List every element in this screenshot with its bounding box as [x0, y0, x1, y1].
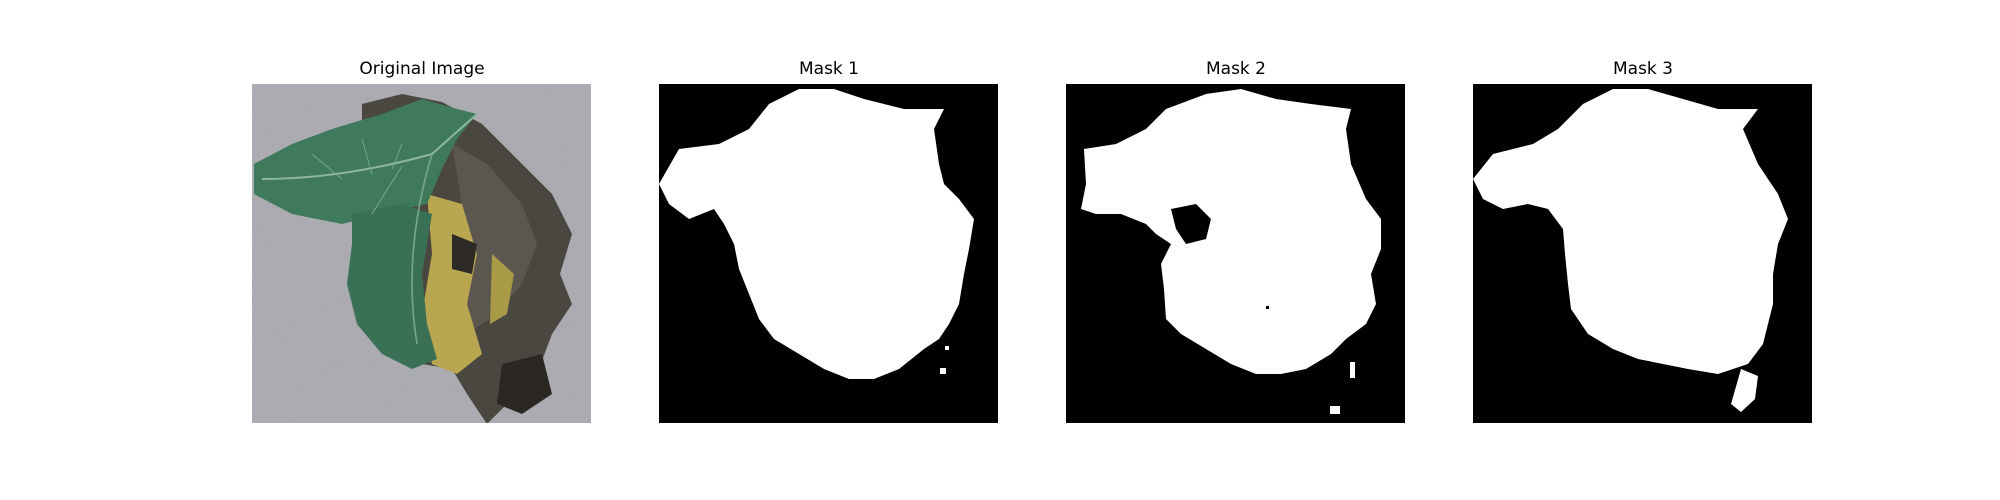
mask-1-image	[659, 84, 998, 423]
mask-2-shape	[1066, 84, 1405, 423]
mask-1-shape	[659, 84, 998, 423]
mask-3-image	[1473, 84, 1812, 423]
panel-title-mask-3: Mask 3	[1612, 59, 1673, 79]
mask-2-image	[1066, 84, 1405, 423]
panel-title-mask-2: Mask 2	[1205, 59, 1266, 79]
leaf-photo	[252, 84, 591, 423]
mask-3-shape	[1473, 84, 1812, 423]
panel-title-mask-1: Mask 1	[798, 59, 859, 79]
panel-title-original: Original Image	[359, 59, 485, 79]
original-image	[252, 84, 591, 423]
